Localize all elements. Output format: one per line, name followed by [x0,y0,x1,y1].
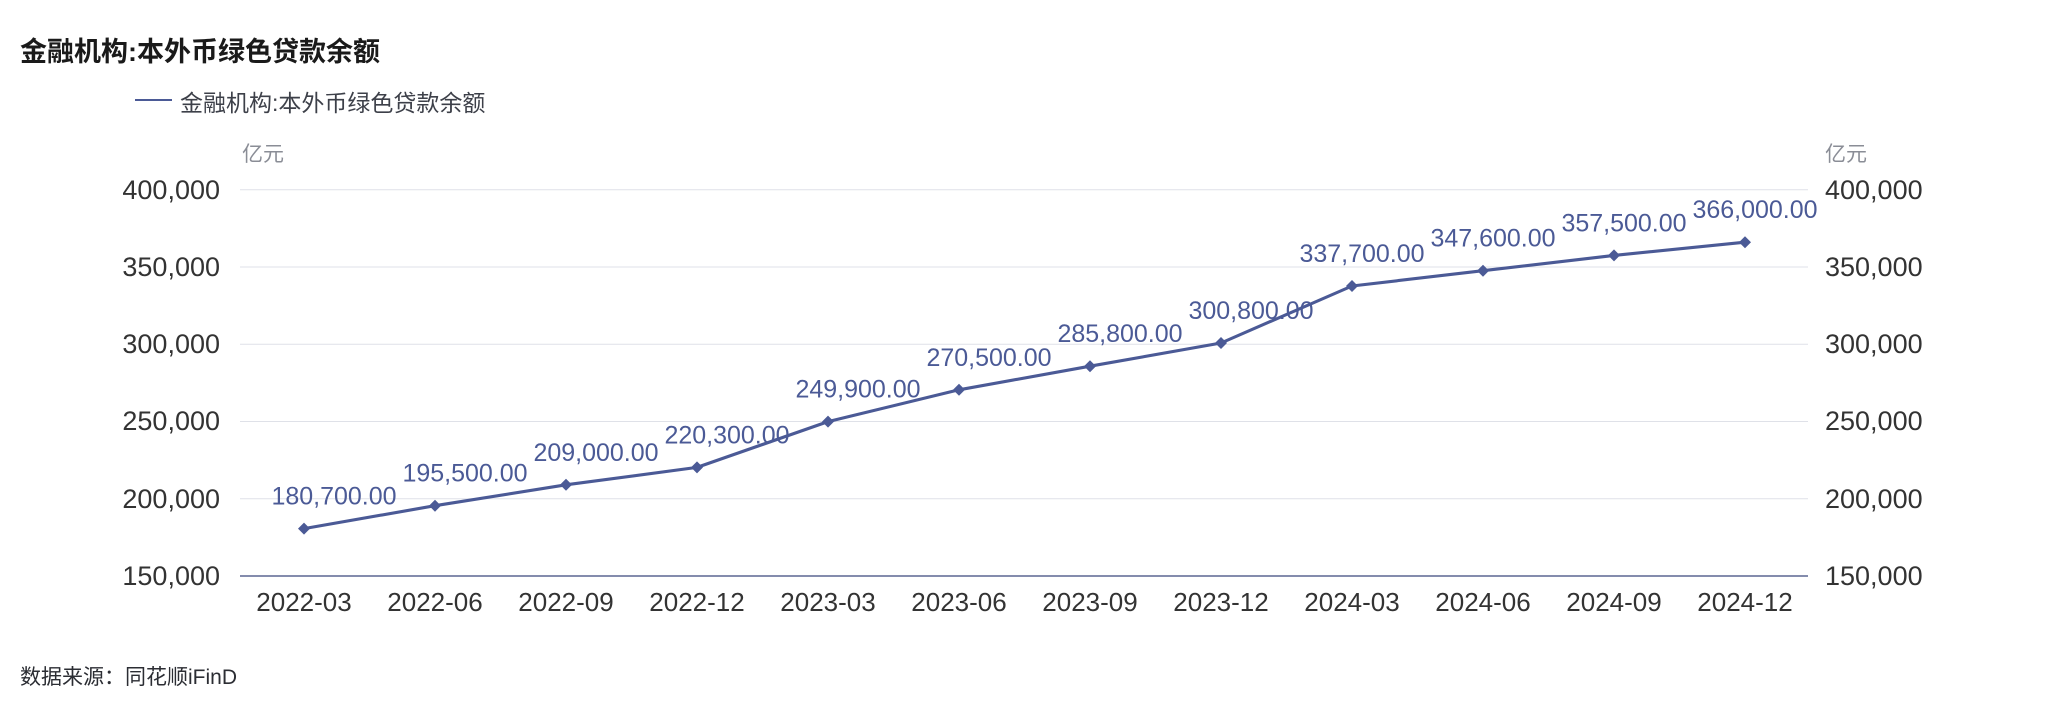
svg-text:350,000: 350,000 [1825,252,1923,282]
svg-text:250,000: 250,000 [1825,406,1923,436]
svg-text:400,000: 400,000 [122,175,220,205]
svg-text:2023-06: 2023-06 [911,587,1006,617]
svg-text:180,700.00: 180,700.00 [271,483,396,511]
svg-text:209,000.00: 209,000.00 [533,439,658,467]
svg-text:285,800.00: 285,800.00 [1057,320,1182,348]
svg-text:250,000: 250,000 [122,406,220,436]
svg-text:2023-09: 2023-09 [1042,587,1137,617]
svg-text:350,000: 350,000 [122,252,220,282]
svg-text:2024-12: 2024-12 [1697,587,1792,617]
svg-text:400,000: 400,000 [1825,175,1923,205]
svg-text:347,600.00: 347,600.00 [1430,225,1555,253]
svg-text:249,900.00: 249,900.00 [795,376,920,404]
svg-text:2024-09: 2024-09 [1566,587,1661,617]
svg-text:357,500.00: 357,500.00 [1561,209,1686,237]
svg-text:2023-12: 2023-12 [1173,587,1268,617]
svg-text:366,000.00: 366,000.00 [1692,196,1817,224]
svg-text:337,700.00: 337,700.00 [1299,240,1424,268]
svg-text:2022-03: 2022-03 [256,587,351,617]
svg-text:2023-03: 2023-03 [780,587,875,617]
svg-text:150,000: 150,000 [1825,561,1923,591]
svg-text:200,000: 200,000 [1825,484,1923,514]
svg-text:270,500.00: 270,500.00 [926,344,1051,372]
svg-text:195,500.00: 195,500.00 [402,460,527,488]
svg-text:2024-03: 2024-03 [1304,587,1399,617]
svg-text:2022-06: 2022-06 [387,587,482,617]
svg-text:200,000: 200,000 [122,484,220,514]
svg-text:220,300.00: 220,300.00 [664,421,789,449]
svg-text:2024-06: 2024-06 [1435,587,1530,617]
svg-text:2022-09: 2022-09 [518,587,613,617]
svg-text:300,000: 300,000 [122,329,220,359]
svg-text:2022-12: 2022-12 [649,587,744,617]
svg-text:300,000: 300,000 [1825,329,1923,359]
svg-text:300,800.00: 300,800.00 [1188,297,1313,325]
svg-text:150,000: 150,000 [122,561,220,591]
